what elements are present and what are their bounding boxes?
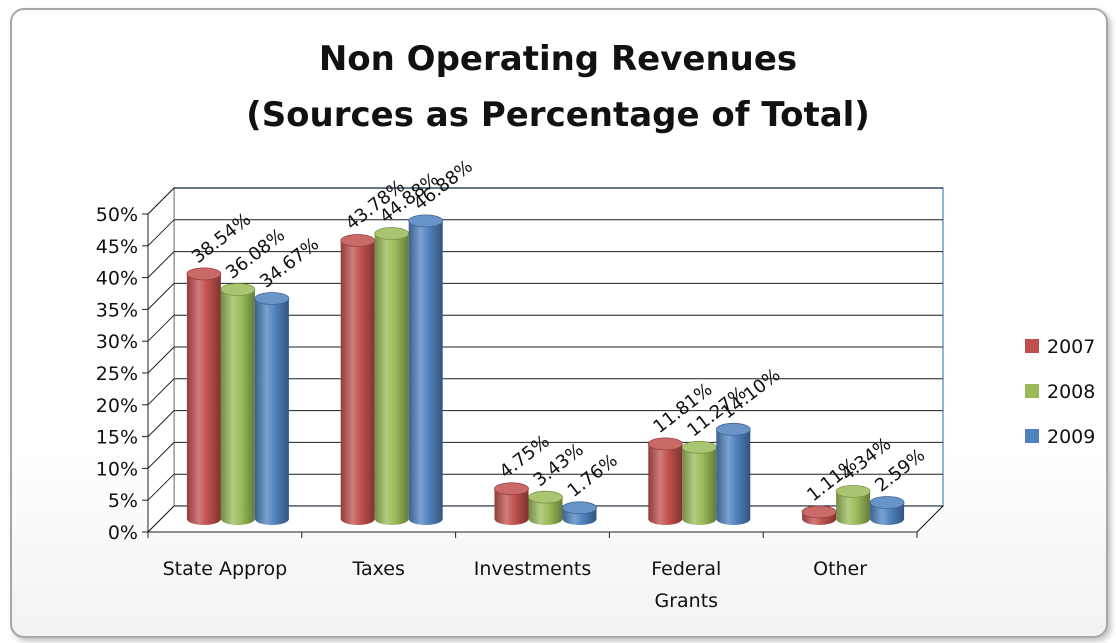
x-tick-label: Taxes	[352, 558, 405, 580]
bar-2009-4	[869, 496, 905, 525]
bar-top	[374, 227, 410, 240]
gridlines	[147, 187, 943, 533]
bar-body	[374, 233, 409, 525]
bar-2007-3	[647, 437, 683, 525]
bar-body	[648, 443, 683, 525]
gridline-side	[147, 505, 175, 533]
x-tick-label: State Approp	[163, 558, 288, 580]
gridline-side	[147, 283, 175, 310]
y-tick-label: 30%	[96, 331, 138, 353]
bar-top	[835, 484, 871, 498]
legend-label-2008: 2008	[1047, 381, 1095, 403]
y-tick-label: 0%	[108, 522, 138, 544]
bar-body	[494, 488, 529, 525]
bar-top	[220, 283, 256, 296]
y-tick-label: 50%	[96, 204, 138, 226]
bar-top	[340, 234, 376, 247]
gridline-side	[147, 251, 175, 278]
y-tick-label: 25%	[96, 363, 138, 385]
gridline-side	[147, 314, 175, 342]
y-tick-label: 45%	[96, 236, 138, 258]
gridline-side	[147, 187, 175, 215]
bar-body	[186, 273, 221, 525]
bar-body	[528, 497, 563, 525]
bar-2009-3	[715, 422, 751, 525]
bar-body	[716, 429, 751, 525]
x-tick-label: Federal	[651, 558, 721, 580]
legend: 2007 2008 2009	[1025, 336, 1095, 448]
x-tick-label: Other	[813, 558, 867, 580]
legend-swatch-2009	[1025, 429, 1039, 443]
y-tick-label: 20%	[96, 395, 138, 417]
bar-2007-2	[494, 482, 529, 525]
bar-2008-4	[835, 484, 871, 525]
bar-top	[647, 437, 683, 451]
bar-top	[528, 490, 563, 504]
bar-2007-1	[340, 234, 376, 525]
bars	[186, 214, 905, 525]
bar-top	[254, 292, 290, 305]
gridline-side	[147, 346, 175, 374]
y-axis: 0% 5% 10% 15% 20% 25% 30% 35% 40% 45% 50%	[96, 204, 149, 544]
bar-top	[186, 267, 222, 281]
legend-label-2007: 2007	[1047, 336, 1095, 358]
y-tick-label: 40%	[96, 268, 138, 290]
legend-swatch-2007	[1025, 339, 1039, 353]
bar-body	[836, 491, 871, 525]
gridline-side	[147, 378, 175, 406]
gridline-side	[147, 219, 175, 247]
bar-top	[494, 482, 529, 496]
legend-swatch-2008	[1025, 384, 1039, 398]
legend-label-2009: 2009	[1047, 426, 1095, 448]
bar-body	[408, 220, 443, 525]
bar-body	[682, 447, 717, 525]
bar-2007-0	[186, 267, 222, 525]
y-tick-label: 10%	[96, 458, 138, 480]
bar-2009-0	[254, 292, 290, 525]
bar-2007-4	[801, 505, 837, 525]
bar-top	[562, 501, 597, 515]
bar-top	[408, 214, 444, 228]
bar-2008-2	[528, 490, 563, 525]
chart-title-line2: (Sources as Percentage of Total)	[246, 95, 870, 135]
bar-2009-2	[562, 501, 597, 525]
bar-top	[681, 440, 717, 454]
gridline-side	[147, 473, 175, 501]
x-tick-label: Grants	[655, 590, 719, 612]
x-tick-label: Investments	[474, 558, 592, 580]
y-tick-label: 35%	[96, 299, 138, 321]
bar-top	[869, 496, 905, 509]
bar-2009-1	[408, 214, 444, 525]
bar-body	[340, 240, 375, 525]
bar-2008-0	[220, 283, 256, 525]
bar-body	[254, 298, 289, 525]
bar-body	[220, 289, 255, 525]
bar-2008-3	[681, 440, 717, 525]
x-axis: State Approp Taxes Investments Federal Grant…	[147, 505, 944, 612]
x-axis-depth	[916, 505, 944, 533]
bar-2008-1	[374, 227, 410, 525]
bar-top	[715, 422, 751, 436]
y-tick-label: 5%	[108, 490, 138, 512]
y-tick-label: 15%	[96, 427, 138, 449]
gridline-side	[147, 410, 175, 437]
bar-top	[801, 505, 837, 519]
gridline-side	[147, 442, 175, 469]
chart-title-line1: Non Operating Revenues	[318, 39, 798, 79]
